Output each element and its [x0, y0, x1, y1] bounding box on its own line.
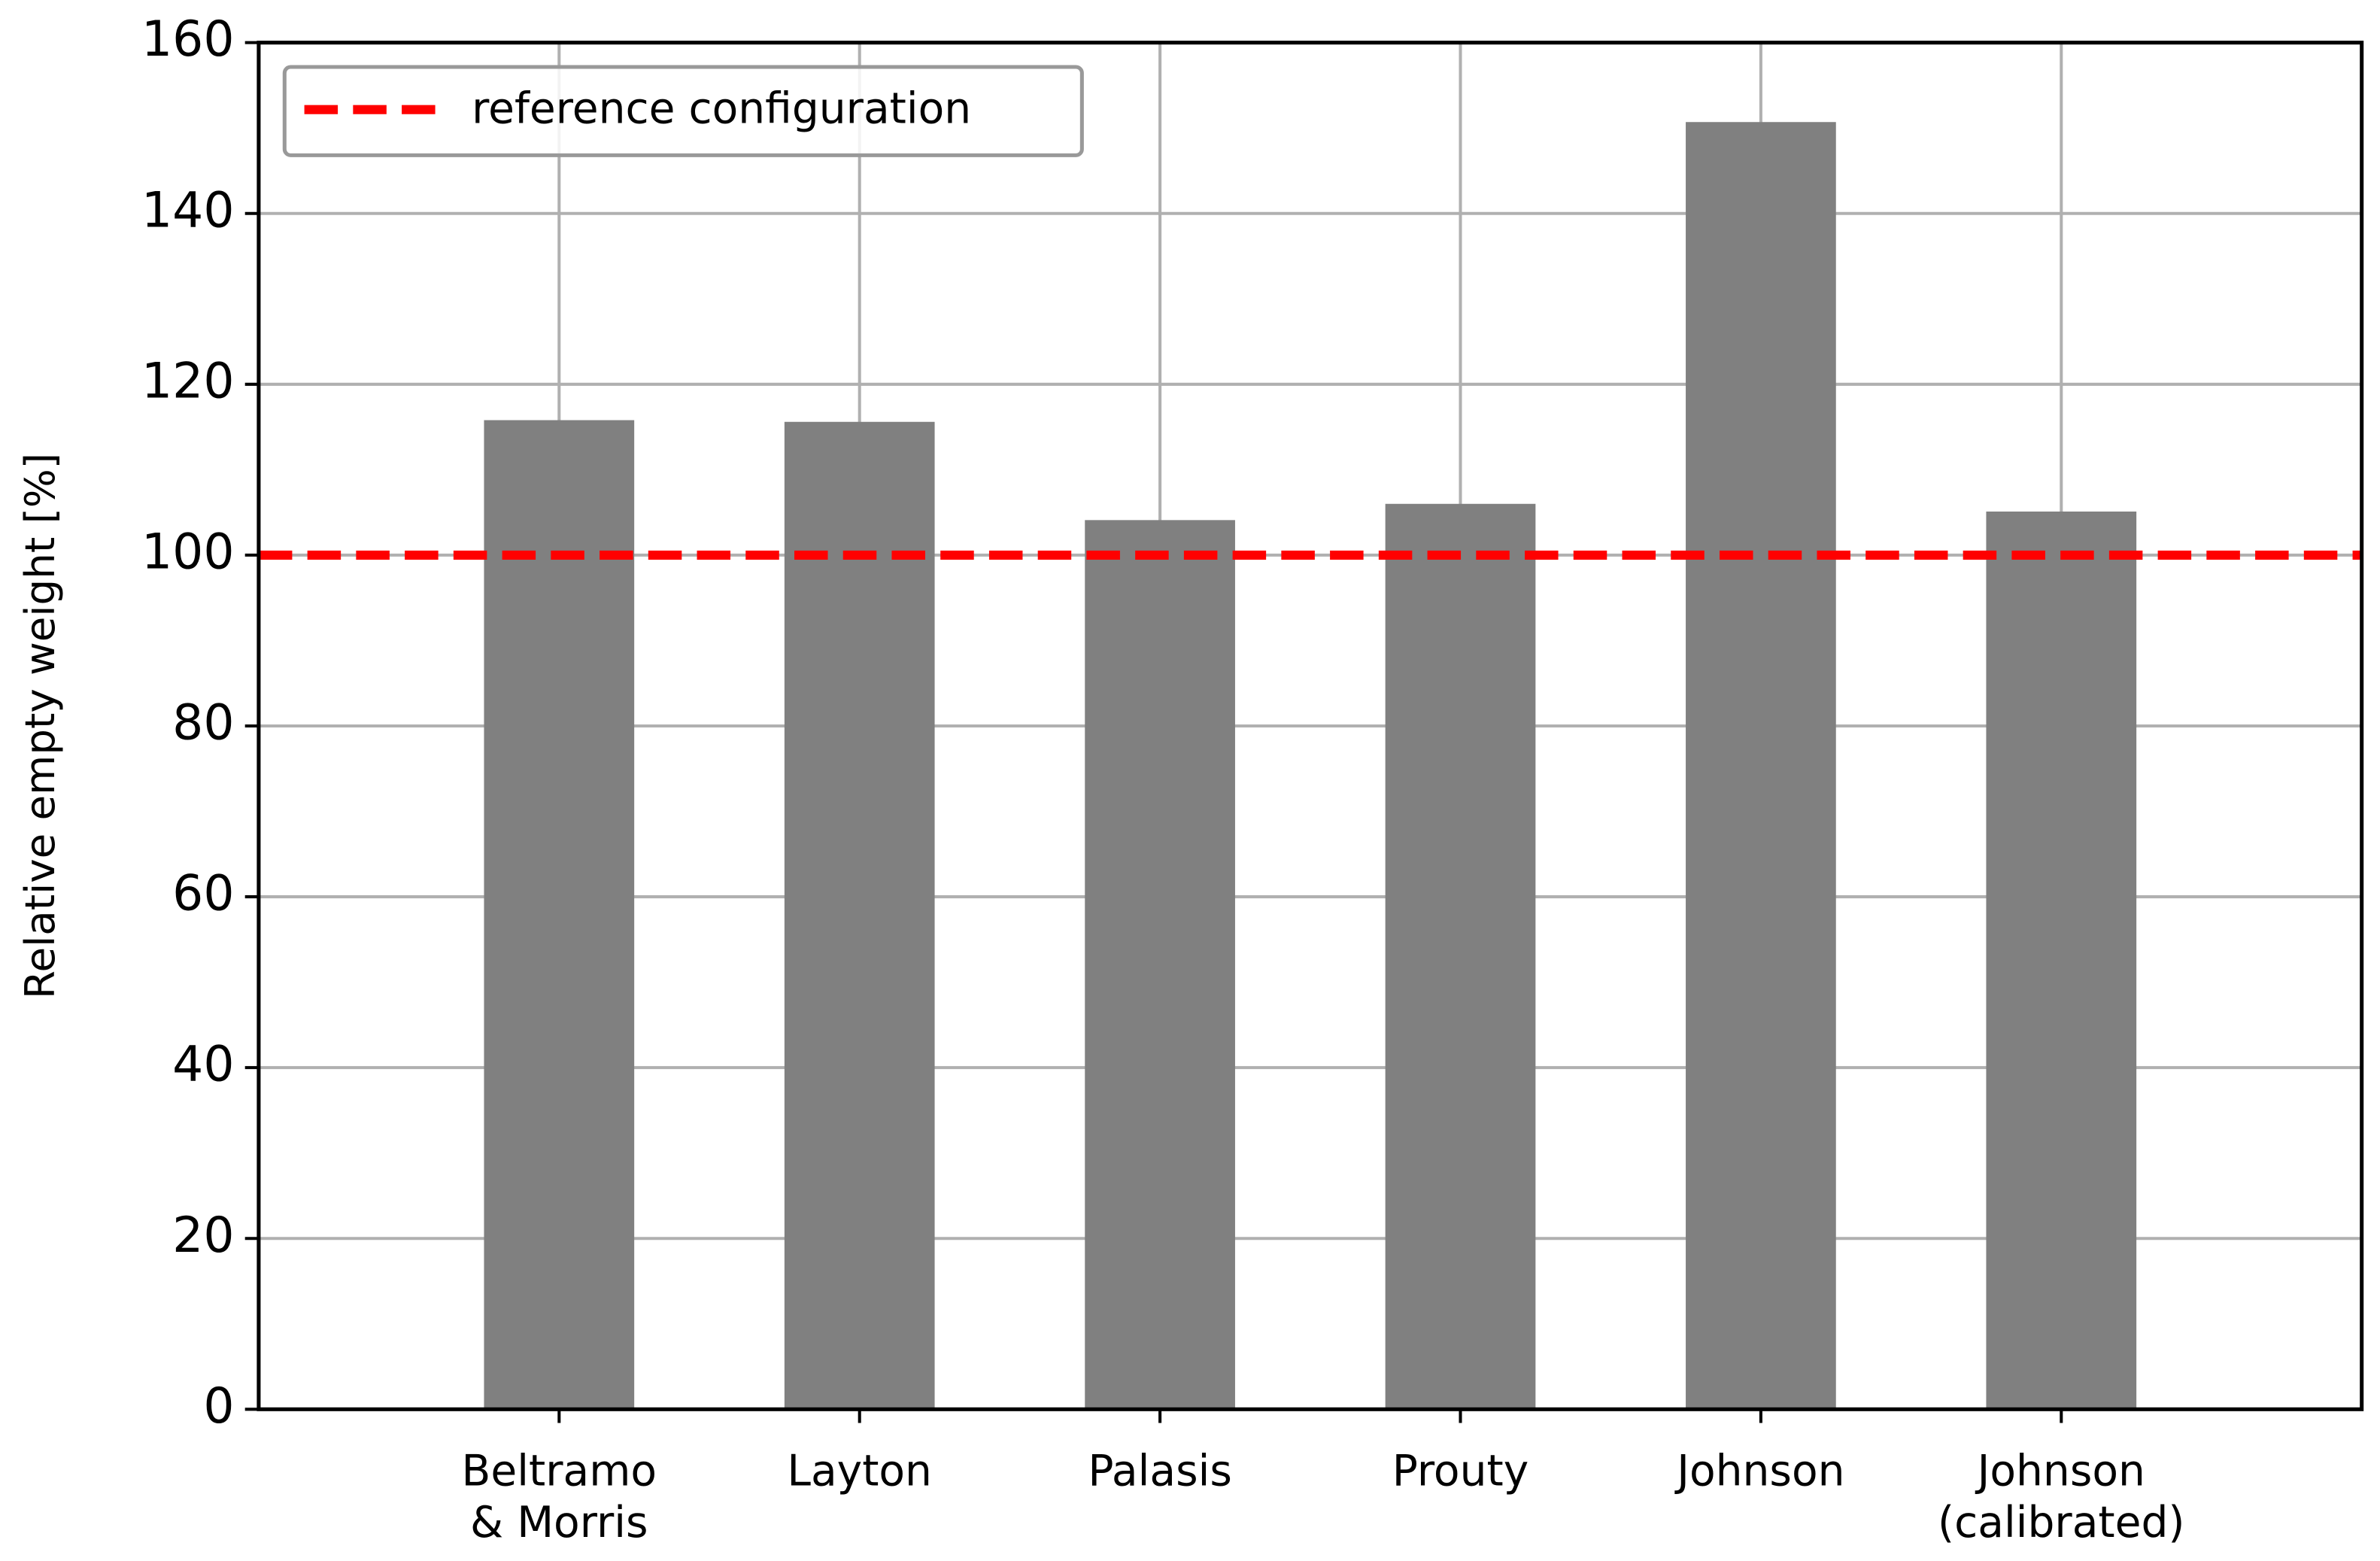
y-axis-label: Relative empty weight [%]	[16, 453, 64, 999]
bar	[1385, 503, 1536, 1410]
bar	[1986, 511, 2137, 1410]
y-tick-label: 40	[172, 1037, 234, 1093]
x-tick-label: Palasis	[1088, 1445, 1232, 1496]
y-tick-label: 80	[172, 695, 234, 752]
legend-box	[282, 65, 1084, 157]
y-tick-label: 140	[141, 182, 235, 238]
y-tick-label: 100	[141, 524, 235, 580]
legend-label: reference configuration	[472, 84, 971, 133]
y-tick-label: 160	[141, 11, 235, 68]
x-tick-label: Johnson	[1677, 1445, 1845, 1496]
x-tick-label: Prouty	[1392, 1445, 1529, 1496]
y-tick-label: 20	[172, 1207, 234, 1264]
plot-frame	[257, 41, 2364, 1411]
bar	[784, 421, 935, 1410]
y-tick-label: 60	[172, 866, 234, 922]
bar	[484, 420, 635, 1410]
x-tick-label: Johnson (calibrated)	[1938, 1445, 2185, 1548]
bar	[1686, 122, 1836, 1410]
x-tick-label: Layton	[787, 1445, 932, 1496]
bar	[1085, 520, 1235, 1410]
y-tick-label: 0	[203, 1378, 234, 1435]
y-tick-label: 120	[141, 353, 235, 409]
x-tick-label: Beltramo & Morris	[461, 1445, 657, 1548]
